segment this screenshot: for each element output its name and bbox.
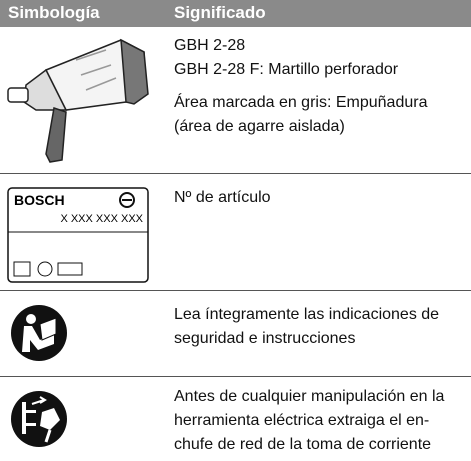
nameplate-illustration: BOSCH X XXX XXX XXX <box>7 187 149 283</box>
plate-brand: BOSCH <box>14 192 65 208</box>
row-separator <box>0 173 471 174</box>
read-manual-icon <box>11 305 67 361</box>
row-separator <box>0 290 471 291</box>
text-line: Nº de artículo <box>174 189 271 206</box>
column-header: Significado <box>174 3 266 22</box>
text-line: herramienta eléctrica extraiga el en- <box>174 412 430 429</box>
row-text: GBH 2-28 GBH 2-28 F: Martillo perforador Á… <box>174 34 471 139</box>
drill-illustration <box>7 38 149 163</box>
text-line: Lea íntegramente las indicaciones de <box>174 306 440 323</box>
row-text: Lea íntegramente las indicaciones de segu… <box>174 303 471 351</box>
table-header: Simbología Significado <box>0 0 471 27</box>
text-line: Área marcada en gris: Empuñadura <box>174 94 428 111</box>
plate-number: X XXX XXX XXX <box>60 213 143 225</box>
text-line: Antes de cualquier manipulación en la <box>174 388 445 405</box>
text-line: GBH 2-28 F: Martillo perforador <box>174 61 399 78</box>
row-text: Nº de artículo <box>174 186 471 210</box>
row-separator <box>0 376 471 377</box>
text-line: GBH 2-28 <box>174 37 246 54</box>
row-text: Antes de cualquier manipulación en la her… <box>174 385 471 457</box>
unplug-icon <box>11 391 67 447</box>
text-line: chufe de red de la toma de corriente <box>174 436 432 453</box>
column-header: Simbología <box>8 3 100 22</box>
text-line: (área de agarre aislada) <box>174 118 345 135</box>
text-line: seguridad e instrucciones <box>174 330 356 347</box>
